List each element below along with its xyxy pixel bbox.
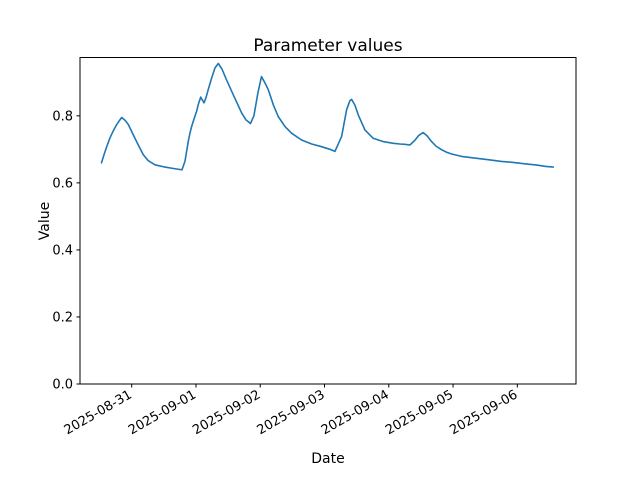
chart-title: Parameter values	[253, 36, 402, 56]
x-tick-label: 2025-09-06	[447, 387, 520, 438]
x-tick-label: 2025-09-02	[190, 387, 263, 438]
x-tick-label: 2025-09-05	[383, 387, 456, 438]
y-tick-label: 0.4	[52, 243, 73, 258]
x-tick-label: 2025-08-31	[62, 387, 135, 438]
plot-area: 0.00.20.40.60.82025-08-312025-09-012025-…	[52, 57, 577, 438]
y-tick-label: 0.6	[52, 176, 73, 191]
x-tick-label: 2025-09-04	[319, 387, 392, 438]
y-tick-label: 0.8	[52, 109, 73, 124]
x-tick-label: 2025-09-01	[126, 387, 199, 438]
x-axis-label: Date	[311, 451, 344, 467]
y-tick-label: 0.0	[52, 378, 73, 393]
y-tick-label: 0.2	[52, 310, 73, 325]
x-tick-label: 2025-09-03	[255, 387, 328, 438]
axes-spines	[79, 57, 577, 385]
series-line	[100, 62, 555, 171]
y-axis-label: Value	[37, 202, 53, 240]
